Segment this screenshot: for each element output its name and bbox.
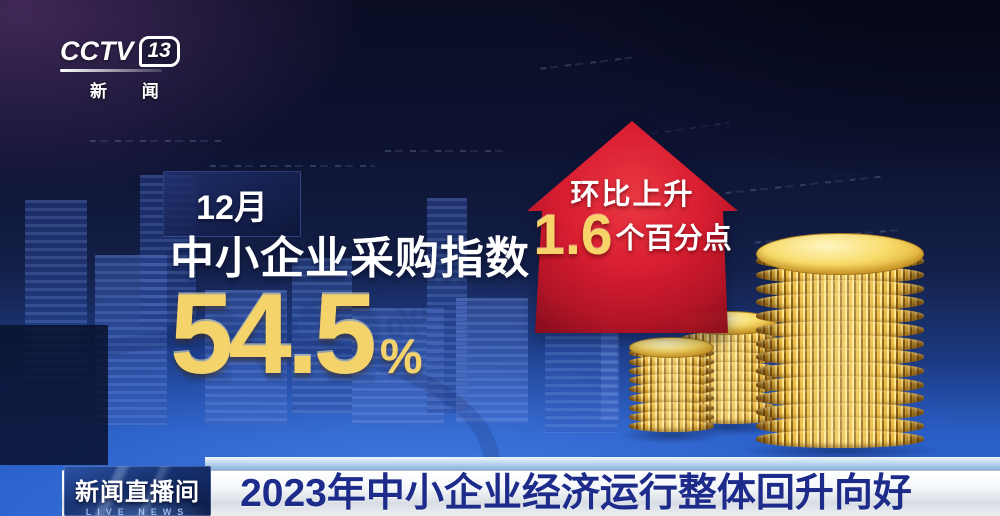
coin	[629, 419, 714, 432]
index-value-number: 54.5	[170, 271, 377, 398]
coin	[756, 320, 924, 339]
change-value-row: 1.6 个百分点	[517, 207, 748, 264]
coin-stack	[732, 233, 948, 460]
channel-logo: CCTV 13 新 闻	[60, 36, 180, 102]
data-streak	[210, 165, 375, 167]
coin	[629, 374, 714, 387]
channel-number: 13	[138, 36, 180, 67]
coin	[756, 416, 924, 435]
month-label-box: 12月	[163, 171, 301, 237]
program-subtitle: LIVE NEWS	[85, 507, 190, 516]
ticker-bar: 2023年中小企业经济运行整体回升向好	[62, 470, 1000, 516]
program-badge: 新闻直播间 LIVE NEWS	[64, 466, 211, 516]
up-arrow-icon	[527, 121, 738, 335]
coin	[756, 279, 924, 298]
change-value-number: 1.6	[533, 203, 613, 267]
building-silhouette	[545, 328, 617, 433]
coin-stack	[617, 337, 726, 444]
coin	[629, 410, 714, 423]
change-label: 环比上升	[570, 179, 695, 211]
coin	[756, 293, 924, 312]
building-silhouette	[427, 198, 467, 413]
coin	[756, 334, 924, 353]
ticker-top-strip	[205, 457, 1000, 471]
coin	[629, 365, 714, 378]
change-value-unit: 个百分点	[615, 222, 732, 255]
month-label: 12月	[196, 188, 268, 227]
channel-subtitle: 新 闻	[90, 82, 174, 101]
coin-stack-shadow	[732, 442, 948, 460]
coin	[756, 361, 924, 380]
coin	[756, 375, 924, 394]
program-name: 新闻直播间	[75, 479, 200, 506]
coin	[756, 430, 924, 449]
coin	[756, 307, 924, 326]
coin-top-face	[629, 337, 714, 359]
coin	[756, 389, 924, 408]
ticker-headline: 2023年中小企业经济运行整体回升向好	[240, 472, 912, 515]
coin-top-face	[756, 233, 924, 276]
coin	[629, 383, 714, 396]
coin	[629, 392, 714, 405]
coin	[756, 402, 924, 421]
coin	[629, 355, 714, 368]
cctv-logo-text: CCTV	[60, 36, 134, 66]
data-streak	[90, 140, 225, 142]
logo-underline	[60, 69, 162, 72]
coin	[756, 348, 924, 367]
index-value: 54.5 %	[170, 278, 423, 392]
index-value-unit: %	[379, 331, 423, 384]
data-streak	[385, 150, 505, 152]
index-title: 中小企业采购指数	[170, 234, 530, 283]
coin	[629, 401, 714, 414]
